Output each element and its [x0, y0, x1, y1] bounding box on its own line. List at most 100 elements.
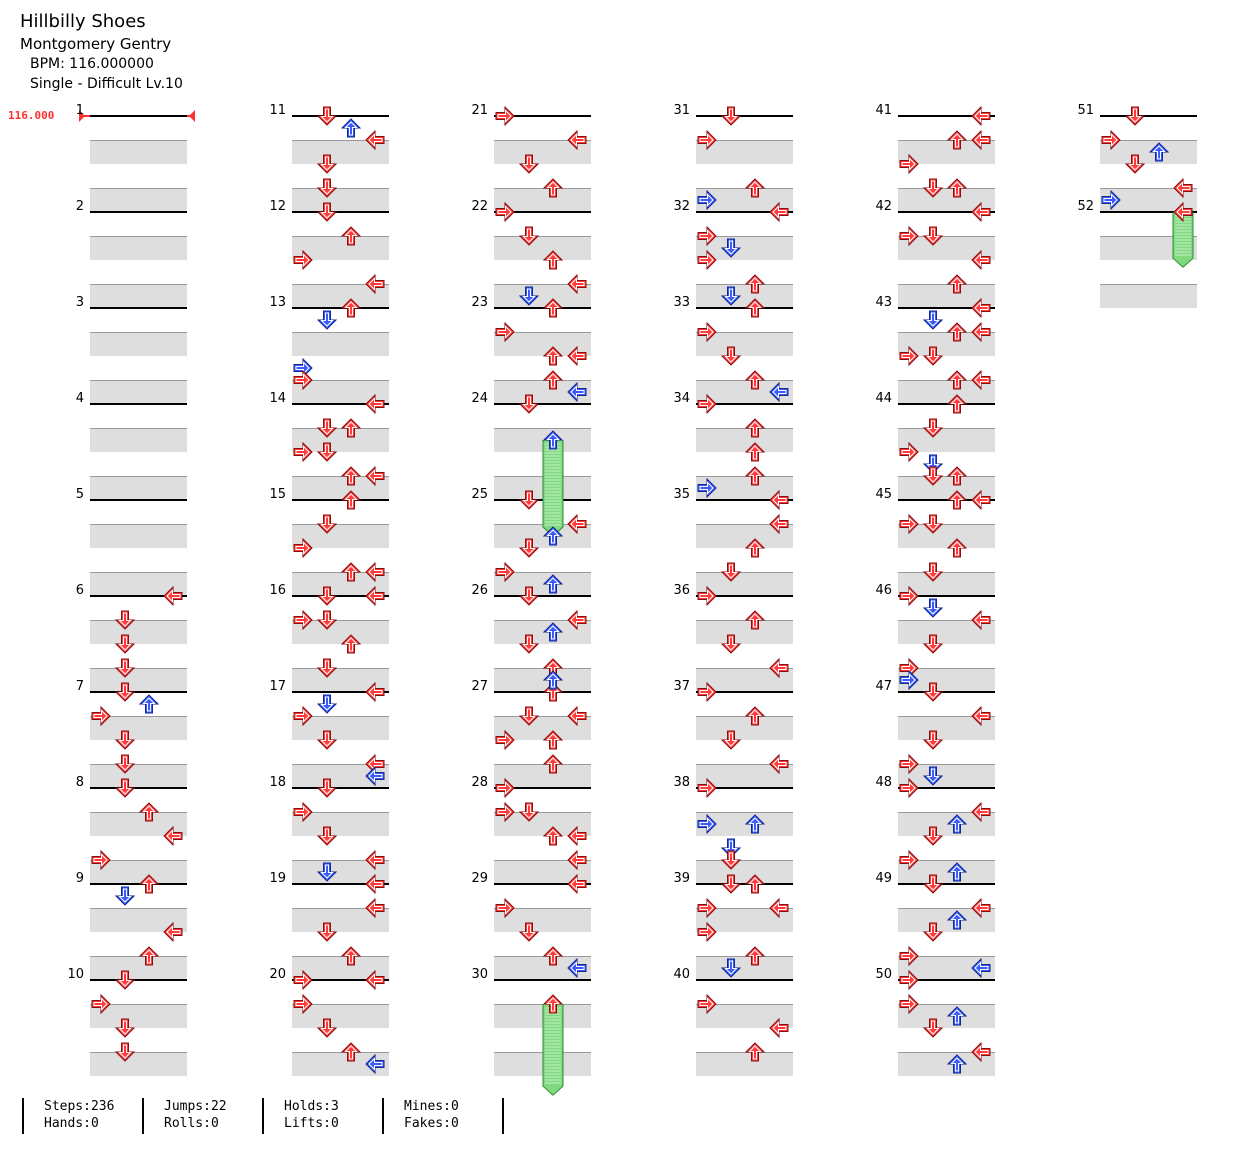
measure-number: 13 [269, 295, 286, 310]
beat-line [696, 812, 793, 813]
beat-line [494, 668, 591, 669]
beat-line [90, 956, 187, 957]
beat-line [292, 188, 389, 189]
beat-band [90, 956, 187, 980]
measure-line [696, 307, 793, 309]
up-arrow-icon [542, 670, 564, 690]
measure-line [696, 499, 793, 501]
song-header: Hillbilly Shoes Montgomery Gentry BPM: 1… [20, 10, 183, 94]
measure-number: 31 [673, 103, 690, 118]
down-arrow-icon [518, 394, 540, 414]
measure-number: 38 [673, 775, 690, 790]
beat-line [292, 572, 389, 573]
left-arrow-icon [91, 705, 111, 727]
up-arrow-icon [744, 1042, 766, 1062]
left-arrow-icon [697, 813, 717, 835]
down-arrow-icon [720, 874, 742, 894]
down-arrow-icon [1124, 106, 1146, 126]
measure-line [90, 499, 187, 501]
down-arrow-icon [720, 238, 742, 258]
beat-band [90, 380, 187, 404]
beat-line [494, 716, 591, 717]
left-arrow-icon [697, 681, 717, 703]
up-arrow-icon [542, 730, 564, 750]
up-arrow-icon [744, 274, 766, 294]
beat-line [292, 908, 389, 909]
measure-number: 3 [75, 295, 84, 310]
beat-line [1100, 140, 1197, 141]
beat-line [494, 236, 591, 237]
down-arrow-icon [518, 490, 540, 510]
up-arrow-icon [138, 874, 160, 894]
beat-line [898, 1004, 995, 1005]
beat-line [1100, 236, 1197, 237]
up-arrow-icon [138, 946, 160, 966]
measure-line [90, 691, 187, 693]
measure-line [292, 883, 389, 885]
left-arrow-icon [899, 345, 919, 367]
beat-line [696, 476, 793, 477]
beat-line [90, 668, 187, 669]
measure-number: 29 [471, 871, 488, 886]
beat-band [90, 332, 187, 356]
beat-band [90, 140, 187, 164]
beat-line [696, 620, 793, 621]
beat-line [898, 476, 995, 477]
right-arrow-icon [1173, 201, 1193, 223]
left-arrow-icon [293, 249, 313, 271]
right-arrow-icon [365, 969, 385, 991]
measure-number: 27 [471, 679, 488, 694]
beat-line [696, 572, 793, 573]
beat-band [90, 476, 187, 500]
beat-line [90, 908, 187, 909]
beat-line [292, 860, 389, 861]
beat-line [898, 140, 995, 141]
down-arrow-icon [518, 634, 540, 654]
down-arrow-icon [518, 586, 540, 606]
left-arrow-icon [899, 441, 919, 463]
difficulty-text: Single - Difficult Lv.10 [30, 76, 183, 92]
beat-line [696, 956, 793, 957]
down-arrow-icon [922, 682, 944, 702]
up-arrow-icon [744, 370, 766, 390]
up-arrow-icon [744, 706, 766, 726]
right-arrow-icon [365, 465, 385, 487]
down-arrow-icon [316, 826, 338, 846]
beat-band [1100, 284, 1197, 308]
measure-number: 26 [471, 583, 488, 598]
right-arrow-icon [769, 657, 789, 679]
beat-band [292, 188, 389, 212]
measure-number: 48 [875, 775, 892, 790]
down-arrow-icon [720, 958, 742, 978]
beat-line [696, 860, 793, 861]
beat-line [494, 620, 591, 621]
measure-line [292, 979, 389, 981]
measure-line [494, 595, 591, 597]
beat-line [898, 332, 995, 333]
right-arrow-icon [769, 489, 789, 511]
down-arrow-icon [518, 154, 540, 174]
beat-line [696, 1004, 793, 1005]
beat-line [90, 860, 187, 861]
stat-lifts: Lifts:0 [284, 1116, 339, 1131]
down-arrow-icon [316, 922, 338, 942]
measure-number: 23 [471, 295, 488, 310]
beat-line [898, 428, 995, 429]
down-arrow-icon [316, 418, 338, 438]
up-arrow-icon [542, 946, 564, 966]
measure-number: 21 [471, 103, 488, 118]
measure-line [90, 211, 187, 213]
up-arrow-icon [542, 826, 564, 846]
measure-line [1100, 115, 1197, 117]
beat-band [90, 1052, 187, 1076]
beat-line [494, 572, 591, 573]
beat-line [90, 380, 187, 381]
beat-line [292, 1052, 389, 1053]
beat-line [292, 236, 389, 237]
beat-line [90, 1052, 187, 1053]
right-arrow-icon [567, 513, 587, 535]
down-arrow-icon [922, 922, 944, 942]
beat-band [90, 524, 187, 548]
beat-line [90, 284, 187, 285]
measure-number: 50 [875, 967, 892, 982]
